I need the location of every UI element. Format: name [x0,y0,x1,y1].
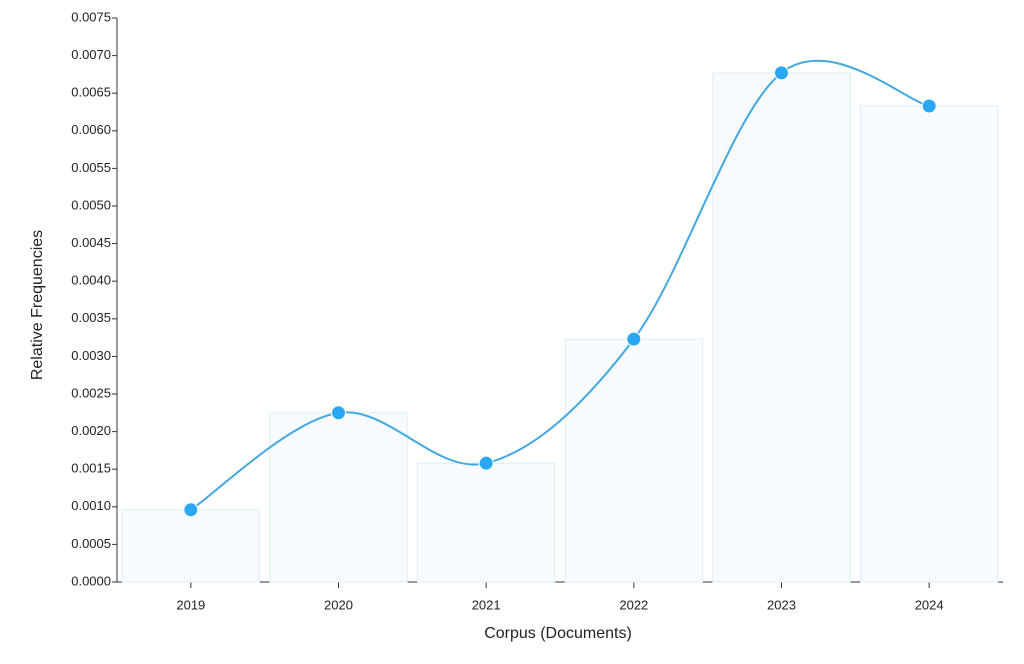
x-axis-label: Corpus (Documents) [484,625,632,642]
bar [417,462,556,583]
point [183,502,199,518]
y-tick-label: 0.0035 [71,310,111,325]
y-tick-label: 0.0045 [71,235,111,250]
bar [860,105,999,583]
x-tick-label: 2019 [176,597,205,612]
x-tick-label: 2022 [619,597,648,612]
y-tick-label: 0.0055 [71,160,111,175]
bar [712,72,851,583]
bar [564,338,703,583]
y-tick-label: 0.0075 [71,9,111,24]
x-tick-label: 2021 [472,597,501,612]
y-tick-label: 0.0065 [71,85,111,100]
y-tick-label: 0.0000 [71,573,111,588]
bar [121,509,260,583]
y-tick-label: 0.0020 [71,423,111,438]
line [190,59,930,511]
y-tick-label: 0.0040 [71,273,111,288]
y-tick-label: 0.0015 [71,461,111,476]
point [478,455,494,471]
y-tick-label: 0.0070 [71,47,111,62]
y-tick-label: 0.0005 [71,536,111,551]
point [774,65,789,81]
y-axis-label: Relative Frequencies [29,230,46,380]
y-tick-label: 0.0010 [71,498,111,513]
point [626,331,642,347]
x-tick-label: 2023 [767,597,796,612]
bar [269,412,408,583]
y-tick-label: 0.0050 [71,197,111,212]
x-tick-label: 2024 [915,597,944,612]
y-tick-label: 0.0030 [71,348,111,363]
point [331,405,346,421]
y-tick-label: 0.0060 [71,122,111,137]
point [921,98,937,114]
x-tick-label: 2020 [324,597,353,612]
y-tick-label: 0.0025 [71,385,111,400]
